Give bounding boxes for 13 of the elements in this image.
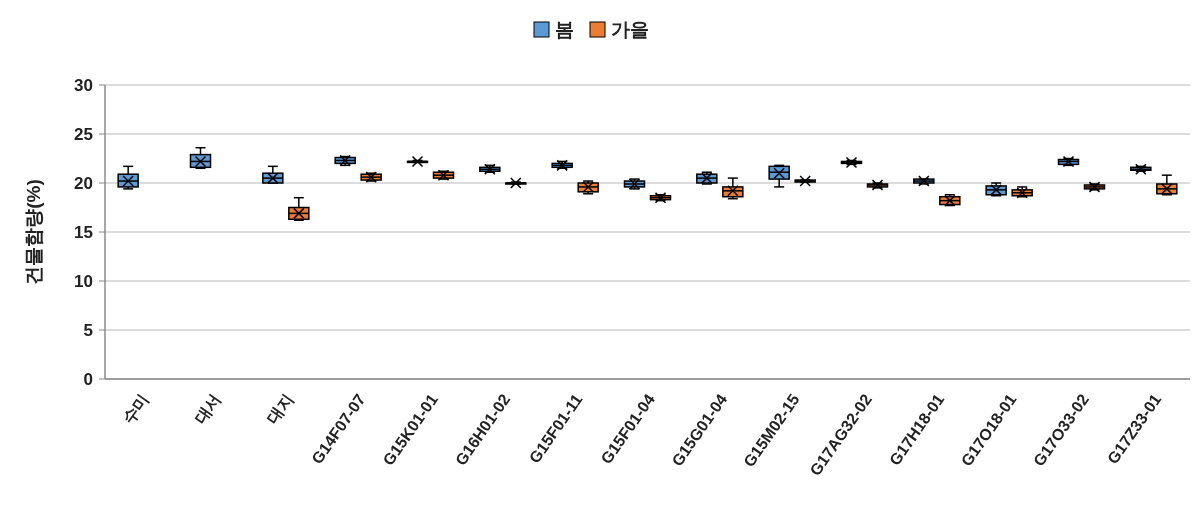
legend-label: 봄: [555, 19, 574, 40]
y-tick-label: 20: [74, 174, 93, 193]
x-tick-label: 대지: [264, 390, 297, 427]
y-tick-label: 0: [83, 370, 93, 389]
y-axis-title: 건물함량(%): [23, 179, 44, 285]
legend-label: 가을: [611, 19, 649, 40]
x-tick-label: 대서: [191, 390, 224, 427]
y-tick-label: 5: [83, 321, 93, 340]
y-tick-label: 15: [74, 223, 93, 242]
y-tick-label: 10: [74, 272, 93, 291]
y-tick-label: 30: [74, 76, 93, 95]
y-tick-label: 25: [74, 125, 93, 144]
x-tick-label: 수미: [119, 390, 152, 427]
